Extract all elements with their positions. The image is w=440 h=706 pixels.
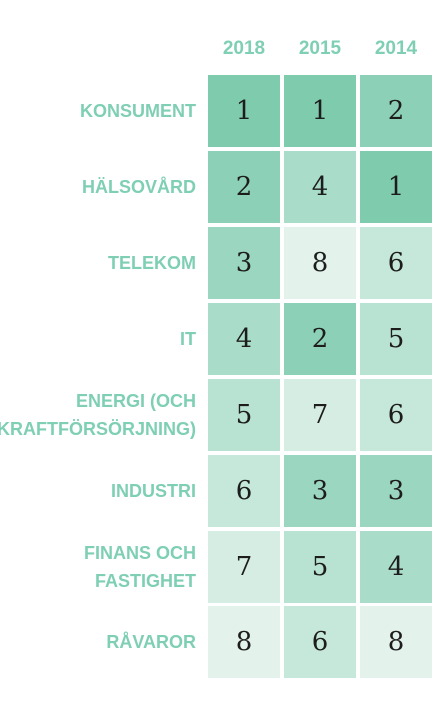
heatmap-cell: 2: [360, 75, 432, 147]
row-label: TELEKOM: [108, 253, 196, 273]
heatmap-cell: 3: [360, 455, 432, 527]
column-header-2014: 2014: [374, 38, 418, 59]
heatmap-cell: 7: [284, 379, 356, 451]
heatmap-cell: 4: [360, 531, 432, 603]
heatmap-cell: 1: [284, 75, 356, 147]
heatmap-cell: 2: [208, 151, 280, 223]
heatmap-cell: 4: [208, 303, 280, 375]
row-label: IT: [180, 329, 196, 349]
heatmap-cell: 8: [208, 606, 280, 678]
heatmap-cell: 6: [208, 455, 280, 527]
row-label: KONSUMENT: [80, 101, 196, 121]
heatmap-cell: 5: [208, 379, 280, 451]
heatmap-cell: 7: [208, 531, 280, 603]
heatmap-cell: 4: [284, 151, 356, 223]
heatmap-cell: 6: [284, 606, 356, 678]
row-label: ENERGI (OCH KRAFTFÖRSÖRJNING): [0, 391, 196, 439]
heatmap-cell: 6: [360, 227, 432, 299]
heatmap-cell: 3: [284, 455, 356, 527]
heatmap-cell: 2: [284, 303, 356, 375]
column-header-2018: 2018: [222, 38, 266, 59]
heatmap-cell: 6: [360, 379, 432, 451]
heatmap-cell: 1: [208, 75, 280, 147]
heatmap-cell: 1: [360, 151, 432, 223]
heatmap-cell: 8: [284, 227, 356, 299]
heatmap-cell: 5: [284, 531, 356, 603]
row-label: INDUSTRI: [111, 481, 196, 501]
heatmap-cell: 3: [208, 227, 280, 299]
heatmap-cell: 5: [360, 303, 432, 375]
row-label: RÅVAROR: [106, 632, 196, 652]
column-header-2015: 2015: [298, 38, 342, 59]
row-label: FINANS OCH FASTIGHET: [84, 543, 196, 591]
heatmap-cell: 8: [360, 606, 432, 678]
row-label: HÄLSOVÅRD: [81, 177, 196, 197]
